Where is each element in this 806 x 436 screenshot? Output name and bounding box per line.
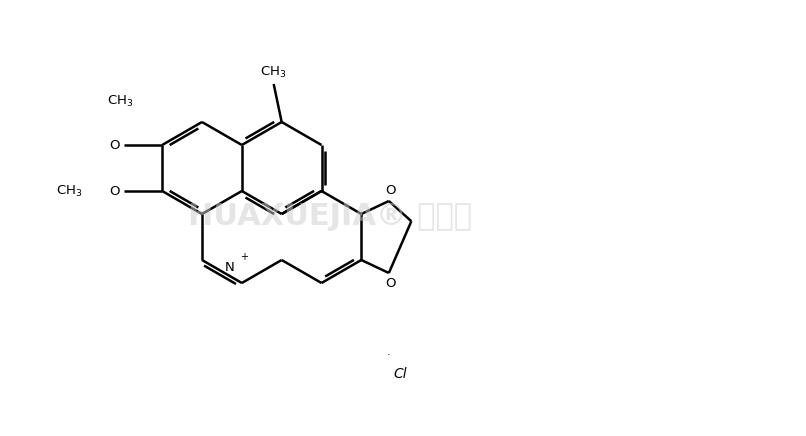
Text: Cl: Cl [393,367,407,381]
Text: ˙: ˙ [385,354,391,364]
Text: N: N [225,261,235,274]
Text: O: O [110,139,120,151]
Text: CH$_3$: CH$_3$ [56,184,82,198]
Text: HUAXUEJIA® 化学加: HUAXUEJIA® 化学加 [188,201,472,231]
Text: O: O [385,184,396,197]
Text: CH$_3$: CH$_3$ [107,94,134,109]
Text: +: + [240,252,248,262]
Text: CH$_3$: CH$_3$ [260,65,287,80]
Text: O: O [385,277,396,290]
Text: O: O [110,184,120,198]
